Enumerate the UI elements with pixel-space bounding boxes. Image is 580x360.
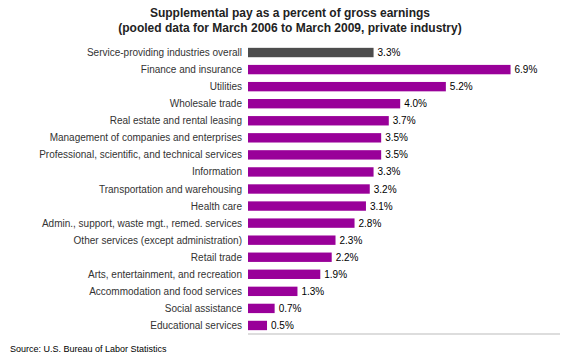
category-label: Management of companies and enterprises <box>50 132 242 143</box>
category-label: Health care <box>191 201 243 212</box>
value-label: 2.2% <box>336 252 359 263</box>
value-label: 4.0% <box>404 98 427 109</box>
bar <box>248 235 336 244</box>
bar <box>248 150 381 159</box>
bar <box>248 99 400 108</box>
category-label: Social assistance <box>165 303 243 314</box>
category-label: Admin., support, waste mgt., remed. serv… <box>42 218 242 229</box>
category-label: Utilities <box>210 81 242 92</box>
bar <box>248 218 355 227</box>
bars <box>248 48 511 330</box>
bar <box>248 304 275 313</box>
bar <box>248 167 374 176</box>
value-label: 3.7% <box>393 115 416 126</box>
category-label: Finance and insurance <box>141 64 243 75</box>
bar <box>248 48 374 57</box>
bar <box>248 321 267 330</box>
bar <box>248 287 297 296</box>
chart: Supplemental pay as a percent of gross e… <box>0 0 580 360</box>
category-label: Educational services <box>150 320 242 331</box>
value-label: 2.8% <box>359 218 382 229</box>
bar <box>248 270 320 279</box>
category-label: Wholesale trade <box>170 98 243 109</box>
value-label: 3.3% <box>378 166 401 177</box>
category-label: Service-providing industries overall <box>87 47 242 58</box>
labels: Educational services 0.5% Social assistanc… <box>39 47 537 331</box>
category-label: Accommodation and food services <box>89 286 242 297</box>
value-label: 3.3% <box>378 47 401 58</box>
category-label: Professional, scientific, and technical … <box>39 149 242 160</box>
value-label: 1.3% <box>301 286 324 297</box>
category-label: Arts, entertainment, and recreation <box>88 269 242 280</box>
bar <box>248 82 446 91</box>
category-label: Retail trade <box>191 252 243 263</box>
category-label: Other services (except administration) <box>74 235 242 246</box>
title: Supplemental pay as a percent of gross e… <box>118 6 461 35</box>
category-label: Transportation and warehousing <box>99 184 242 195</box>
category-label: Real estate and rental leasing <box>110 115 242 126</box>
bar <box>248 184 370 193</box>
value-label: 3.2% <box>374 184 397 195</box>
value-label: 0.7% <box>279 303 302 314</box>
bar <box>248 253 332 262</box>
category-label: Information <box>192 166 242 177</box>
bar <box>248 116 389 125</box>
value-label: 5.2% <box>450 81 473 92</box>
bar <box>248 201 366 210</box>
value-label: 3.5% <box>385 132 408 143</box>
bar <box>248 133 381 142</box>
value-label: 3.1% <box>370 201 393 212</box>
value-label: 3.5% <box>385 149 408 160</box>
source-note: Source: U.S. Bureau of Labor Statistics <box>10 344 167 354</box>
bar <box>248 65 511 74</box>
value-label: 0.5% <box>271 320 294 331</box>
title-line: Supplemental pay as a percent of gross e… <box>150 6 430 20</box>
x-axis-line <box>248 334 560 335</box>
title-line: (pooled data for March 2006 to March 200… <box>118 21 461 35</box>
value-label: 6.9% <box>515 64 538 75</box>
value-label: 1.9% <box>324 269 347 280</box>
value-label: 2.3% <box>340 235 363 246</box>
